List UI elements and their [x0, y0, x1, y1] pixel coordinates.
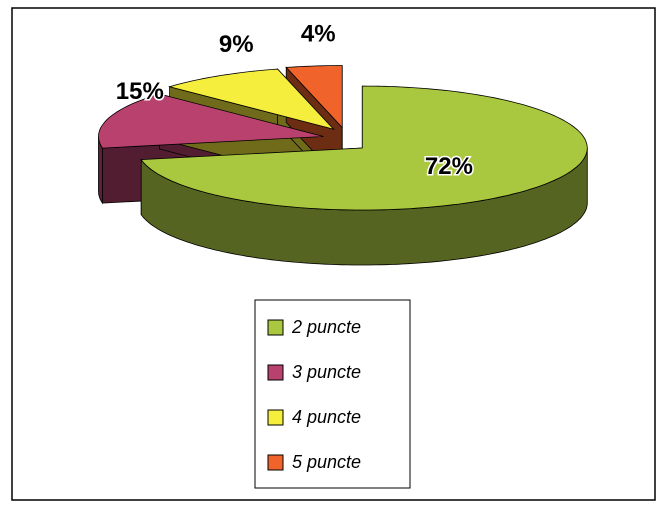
data-label: 15%	[116, 78, 164, 105]
slice	[168, 68, 335, 130]
slice	[140, 85, 588, 211]
slice	[285, 65, 343, 129]
legend-swatch	[267, 319, 284, 336]
legend-swatch	[267, 454, 284, 471]
legend-label: 2 puncte	[291, 317, 361, 337]
slice	[98, 93, 324, 149]
legend: 2 puncte 3 puncte 4 puncte 5 puncte	[267, 317, 361, 472]
legend-label: 5 puncte	[292, 452, 361, 472]
legend-label: 3 puncte	[292, 362, 361, 382]
pie: 72% 15% 9% 4%	[98, 19, 588, 266]
data-label: 4%	[301, 21, 336, 48]
legend-swatch	[267, 409, 284, 426]
data-label: 72%	[425, 153, 473, 180]
legend-label: 4 puncte	[292, 407, 361, 427]
legend-swatch	[267, 364, 284, 381]
data-label: 9%	[219, 31, 254, 58]
